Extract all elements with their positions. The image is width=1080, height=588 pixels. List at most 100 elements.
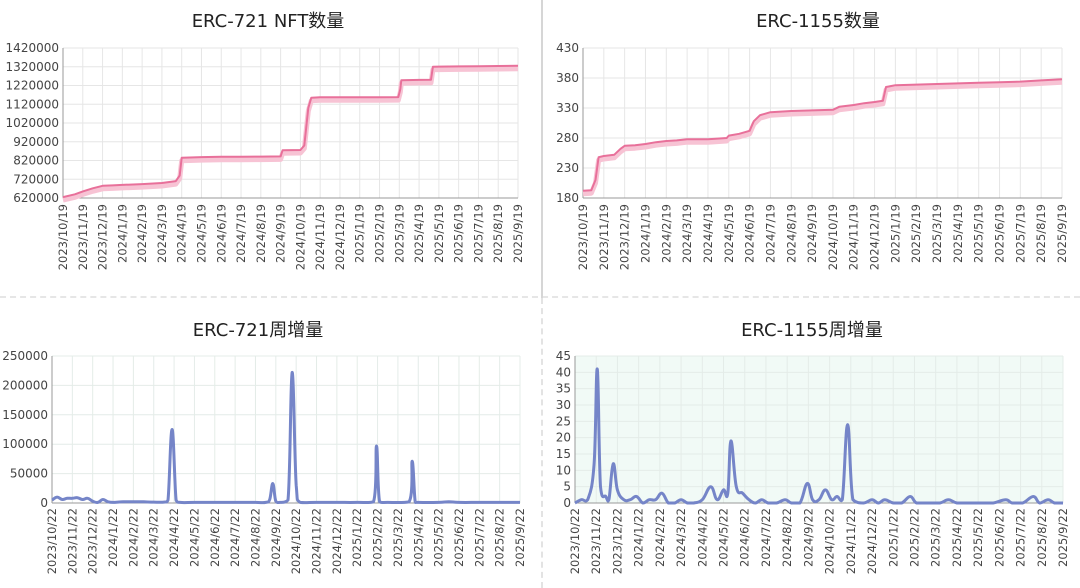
x-tick-label: 2025/2/22: [907, 508, 921, 567]
y-tick-label: 50000: [10, 467, 48, 481]
x-tick-label: 2024/2/22: [126, 508, 140, 567]
x-tick-label: 2025/2/22: [371, 508, 385, 567]
y-tick-label: 920000: [13, 135, 59, 149]
chart-3: ERC-1155周增量 0 5 10 15 20 25 30 35 40 45 2023/10/22 2…: [556, 320, 1070, 574]
x-tick-label: 2024/5/22: [187, 508, 201, 567]
x-tick-label: 2023/12/22: [86, 508, 100, 574]
x-tick-label: 2023/12/19: [96, 204, 110, 270]
x-tick-label: 2025/3/19: [392, 204, 406, 263]
series-line: [582, 78, 1063, 192]
y-tick-label: 1420000: [6, 41, 59, 55]
x-tick-label: 2025/5/19: [972, 204, 986, 263]
x-tick-label: 2024/7/22: [759, 508, 773, 567]
y-tick-label: 230: [556, 161, 579, 175]
y-tick-label: 0: [563, 496, 571, 510]
x-tick-label: 2024/12/22: [330, 508, 344, 574]
y-tick-label: 280: [556, 131, 579, 145]
x-tick-label: 2025/8/22: [493, 508, 507, 567]
x-tick-label: 2023/11/19: [76, 204, 90, 270]
y-tick-label: 1320000: [6, 60, 59, 74]
y-tick-label: 330: [556, 101, 579, 115]
x-tick-label: 2024/5/22: [717, 508, 731, 567]
x-tick-label: 2025/6/22: [992, 508, 1006, 567]
y-tick-label: 820000: [13, 154, 59, 168]
y-tick-label: 0: [40, 496, 48, 510]
chart-title: ERC-1155周增量: [741, 320, 883, 341]
x-tick-label: 2025/2/19: [909, 204, 923, 263]
vertical-divider-bottom: [541, 298, 543, 588]
y-tick-label: 35: [556, 382, 571, 396]
series-band: [62, 66, 519, 203]
x-tick-label: 2024/8/19: [784, 204, 798, 263]
series-line: [51, 370, 520, 505]
chart-2: ERC-721周增量 0 50000 100000 150000 200000 250000…: [2, 320, 527, 574]
y-tick-label: 250000: [2, 349, 48, 363]
y-tick-label: 45: [556, 349, 571, 363]
x-tick-label: 2024/4/22: [167, 508, 181, 567]
x-tick-label: 2025/3/19: [930, 204, 944, 263]
x-tick-label: 2024/10/19: [293, 204, 307, 270]
y-tick-label: 200000: [2, 378, 48, 392]
x-tick-label: 2024/7/22: [228, 508, 242, 567]
x-tick-label: 2024/11/22: [310, 508, 324, 574]
y-tick-label: 10: [556, 463, 571, 477]
x-tick-label: 2024/3/22: [147, 508, 161, 567]
x-tick-label: 2023/12/22: [610, 508, 624, 574]
x-tick-label: 2025/6/22: [452, 508, 466, 567]
y-tick-label: 30: [556, 398, 571, 412]
x-tick-label: 2025/8/19: [491, 204, 505, 263]
series-line: [574, 367, 1063, 505]
x-tick-label: 2025/7/19: [471, 204, 485, 263]
x-tick-label: 2024/11/19: [313, 204, 327, 270]
x-tick-label: 2025/1/22: [350, 508, 364, 567]
x-tick-label: 2025/8/22: [1035, 508, 1049, 567]
y-tick-label: 430: [556, 41, 579, 55]
x-tick-label: 2024/1/22: [106, 508, 120, 567]
y-tick-label: 1220000: [6, 79, 59, 93]
y-tick-label: 5: [563, 480, 571, 494]
x-tick-label: 2024/6/22: [738, 508, 752, 567]
x-tick-label: 2024/6/19: [743, 204, 757, 263]
x-tick-label: 2025/7/22: [472, 508, 486, 567]
x-tick-label: 2024/10/22: [823, 508, 837, 574]
x-tick-label: 2024/5/19: [194, 204, 208, 263]
x-tick-label: 2025/4/22: [411, 508, 425, 567]
x-tick-label: 2025/3/22: [391, 508, 405, 567]
horizontal-divider: [0, 296, 1080, 298]
series-band: [582, 79, 1063, 197]
chart-title: ERC-721周增量: [193, 320, 323, 341]
x-tick-label: 2024/12/19: [333, 204, 347, 270]
x-tick-label: 2023/10/19: [56, 204, 70, 270]
x-tick-label: 2024/10/22: [289, 508, 303, 574]
x-tick-label: 2024/8/19: [254, 204, 268, 263]
y-tick-label: 150000: [2, 408, 48, 422]
x-tick-label: 2025/1/19: [353, 204, 367, 263]
x-tick-label: 2025/9/19: [1055, 204, 1069, 263]
x-tick-label: 2023/11/22: [589, 508, 603, 574]
x-tick-label: 2024/7/19: [763, 204, 777, 263]
x-tick-label: 2024/2/22: [653, 508, 667, 567]
x-tick-label: 2023/12/19: [618, 204, 632, 270]
x-tick-label: 2025/8/19: [1034, 204, 1048, 263]
x-tick-label: 2024/1/19: [638, 204, 652, 263]
x-tick-label: 2024/6/22: [208, 508, 222, 567]
x-tick-label: 2025/7/22: [1014, 508, 1028, 567]
y-tick-label: 15: [556, 447, 571, 461]
x-tick-label: 2025/6/19: [452, 204, 466, 263]
x-tick-label: 2025/5/22: [971, 508, 985, 567]
chart-1: ERC-1155数量 180 230 280 330 380 430 2023/10/19 20…: [556, 11, 1069, 270]
x-tick-label: 2024/9/19: [274, 204, 288, 263]
x-tick-label: 2025/9/19: [511, 204, 525, 263]
x-tick-label: 2024/3/22: [674, 508, 688, 567]
x-tick-label: 2025/2/19: [373, 204, 387, 263]
x-tick-label: 2024/12/19: [868, 204, 882, 270]
x-tick-label: 2023/11/19: [597, 204, 611, 270]
x-tick-label: 2023/11/22: [65, 508, 79, 574]
y-tick-label: 380: [556, 71, 579, 85]
x-tick-label: 2025/3/22: [929, 508, 943, 567]
x-tick-label: 2024/1/22: [632, 508, 646, 567]
x-tick-label: 2025/9/22: [513, 508, 527, 567]
x-tick-label: 2023/10/22: [568, 508, 582, 574]
x-tick-label: 2024/8/22: [780, 508, 794, 567]
x-tick-label: 2023/10/19: [576, 204, 590, 270]
